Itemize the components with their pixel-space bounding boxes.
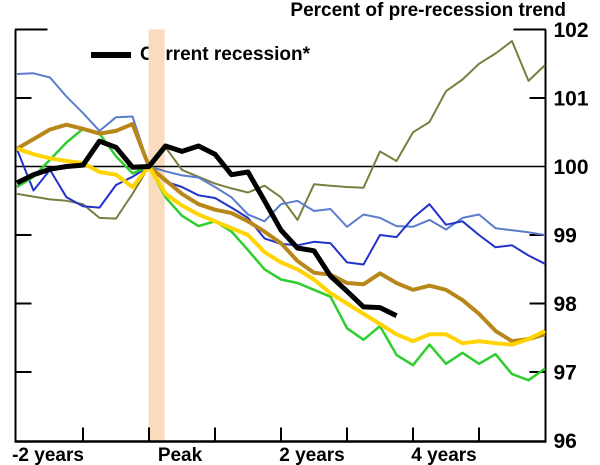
x-axis-tick-label: 4 years (411, 445, 477, 465)
x-axis-tick-label: Peak (158, 445, 203, 465)
yellow-line (16, 146, 546, 347)
y-axis-tick-label: 97 (554, 362, 577, 385)
legend: Current recession* (91, 44, 310, 66)
dark-gold-line (15, 122, 546, 344)
chart-title: Percent of pre-recession trend (290, 0, 566, 21)
light-blue-line (16, 72, 546, 236)
olive-line (16, 40, 546, 221)
current-recession-line (15, 138, 398, 319)
x-axis-tick-label: -2 years (12, 445, 84, 465)
y-axis-tick-label: 100 (554, 156, 589, 179)
axis-frame (14, 29, 547, 442)
y-axis-tick-label: 102 (554, 19, 589, 42)
y-axis-tick-label: 101 (554, 88, 589, 111)
y-axis-tick-label: 98 (554, 293, 578, 316)
y-axis-tick-label: 96 (554, 430, 577, 453)
legend-line-swatch (91, 52, 131, 58)
y-axis-tick-label: 99 (554, 225, 577, 248)
x-axis-tick-label: 2 years (279, 445, 345, 465)
legend-label: Current recession* (140, 44, 311, 65)
peak-band (148, 29, 165, 442)
